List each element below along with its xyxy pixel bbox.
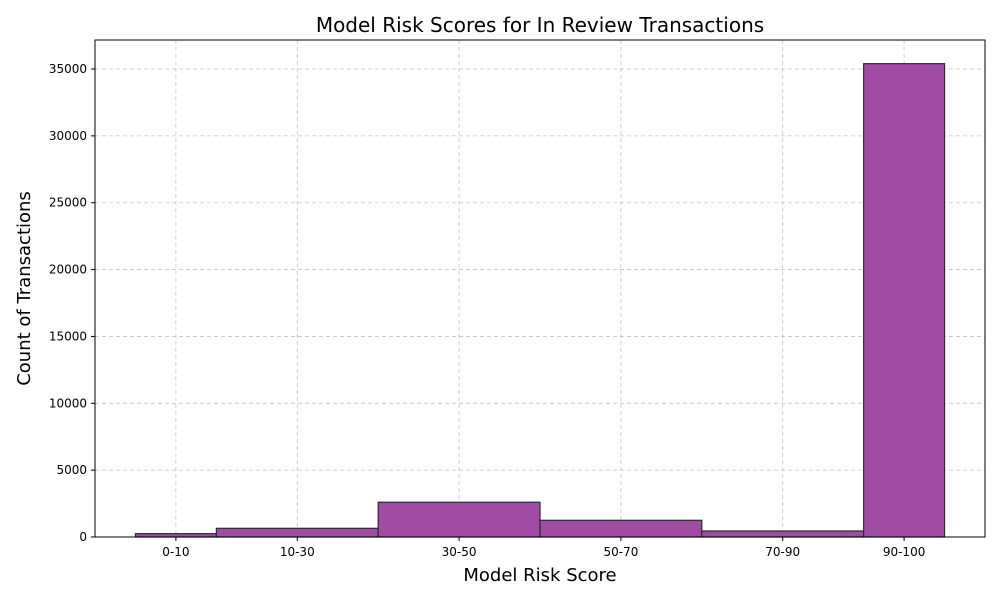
y-tick-label: 25000: [49, 196, 87, 210]
histogram-bar: [134, 533, 217, 538]
grid: [95, 40, 985, 538]
y-tick-label: 5000: [56, 463, 87, 477]
x-tick-label: 10-30: [280, 545, 315, 559]
histogram-bar: [701, 530, 865, 538]
x-tick-label: 90-100: [883, 545, 926, 559]
y-tick-label: 0: [79, 530, 87, 544]
histogram-bar: [215, 527, 379, 538]
axis-ticks: 0 5000 10000 15000 20000 25000 30000 35000 0-10 1…: [49, 62, 926, 559]
histogram-bar: [377, 501, 541, 538]
y-tick-label: 10000: [49, 396, 87, 410]
x-axis-label: Model Risk Score: [463, 565, 616, 586]
x-tick-label: 0-10: [162, 545, 189, 559]
histogram-bar: [539, 519, 703, 538]
y-axis-label: Count of Transactions: [14, 191, 35, 386]
chart-title: Model Risk Scores for In Review Transact…: [316, 13, 764, 37]
y-tick-label: 30000: [49, 129, 87, 143]
histogram-bar: [863, 63, 946, 538]
x-tick-label: 70-90: [765, 545, 800, 559]
plot-frame: [94, 39, 986, 538]
x-tick-label: 50-70: [603, 545, 638, 559]
y-tick-label: 15000: [49, 329, 87, 343]
y-tick-label: 20000: [49, 263, 87, 277]
y-tick-label: 35000: [49, 62, 87, 76]
x-tick-label: 30-50: [442, 545, 477, 559]
bars: [134, 63, 946, 538]
